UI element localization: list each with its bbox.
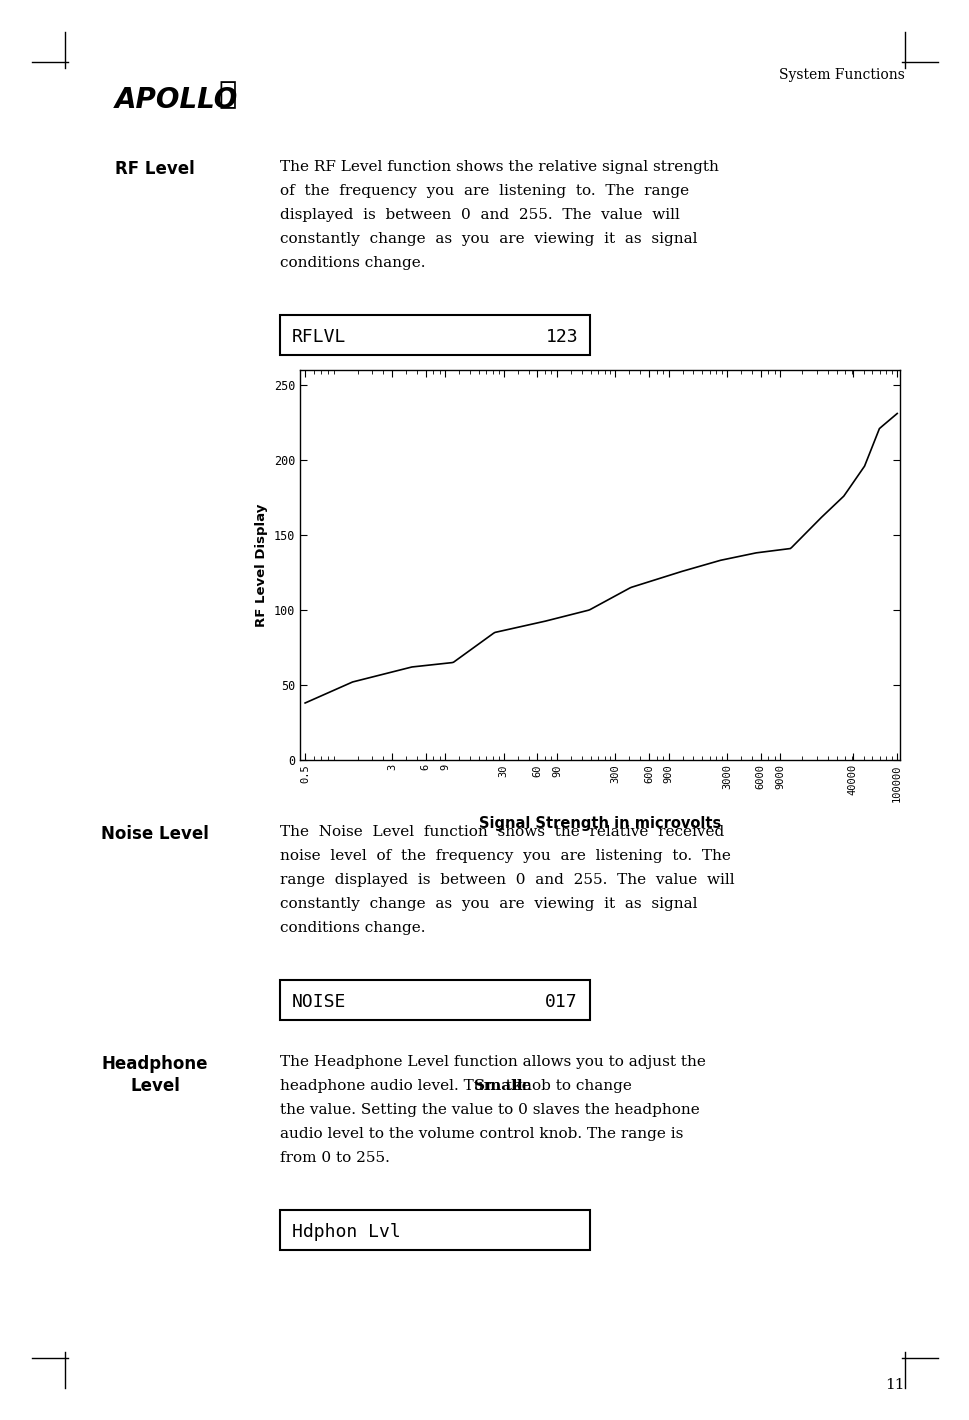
Bar <box>280 1210 589 1250</box>
Text: of  the  frequency  you  are  listening  to.  The  range: of the frequency you are listening to. T… <box>280 185 688 197</box>
Text: conditions change.: conditions change. <box>280 256 425 270</box>
Text: Hdphon Lvl: Hdphon Lvl <box>292 1223 400 1241</box>
Bar <box>280 315 589 355</box>
Text: The  Noise  Level  function  shows  the  relative  received: The Noise Level function shows the relat… <box>280 825 724 839</box>
Text: NOISE: NOISE <box>292 993 346 1011</box>
Text: constantly  change  as  you  are  viewing  it  as  signal: constantly change as you are viewing it … <box>280 897 697 912</box>
Text: audio level to the volume control knob. The range is: audio level to the volume control knob. … <box>280 1127 683 1142</box>
Text: 11: 11 <box>885 1377 904 1392</box>
Text: System Functions: System Functions <box>778 68 904 82</box>
Text: from 0 to 255.: from 0 to 255. <box>280 1152 390 1164</box>
Text: RF Level: RF Level <box>115 160 195 178</box>
Text: The RF Level function shows the relative signal strength: The RF Level function shows the relative… <box>280 160 718 175</box>
Text: knob to change: knob to change <box>508 1079 632 1093</box>
Text: conditions change.: conditions change. <box>280 922 425 934</box>
Text: Headphone: Headphone <box>102 1055 208 1074</box>
Text: APOLLO: APOLLO <box>115 87 238 114</box>
Text: the value. Setting the value to 0 slaves the headphone: the value. Setting the value to 0 slaves… <box>280 1103 699 1118</box>
Text: Small: Small <box>473 1079 521 1093</box>
Text: noise  level  of  the  frequency  you  are  listening  to.  The: noise level of the frequency you are lis… <box>280 849 730 863</box>
Text: displayed  is  between  0  and  255.  The  value  will: displayed is between 0 and 255. The valu… <box>280 207 679 222</box>
Text: The Headphone Level function allows you to adjust the: The Headphone Level function allows you … <box>280 1055 705 1069</box>
Text: Noise Level: Noise Level <box>101 825 208 843</box>
Y-axis label: RF Level Display: RF Level Display <box>255 503 268 626</box>
Text: 123: 123 <box>545 328 578 346</box>
Text: RFLVL: RFLVL <box>292 328 346 346</box>
X-axis label: Signal Strength in microvolts: Signal Strength in microvolts <box>479 815 720 831</box>
Text: 🦅: 🦅 <box>218 81 236 109</box>
Text: Level: Level <box>130 1076 180 1095</box>
Text: range  displayed  is  between  0  and  255.  The  value  will: range displayed is between 0 and 255. Th… <box>280 873 734 888</box>
Text: constantly  change  as  you  are  viewing  it  as  signal: constantly change as you are viewing it … <box>280 231 697 246</box>
Text: headphone audio level. Turn the: headphone audio level. Turn the <box>280 1079 535 1093</box>
Text: 017: 017 <box>545 993 578 1011</box>
Bar <box>280 980 589 1020</box>
